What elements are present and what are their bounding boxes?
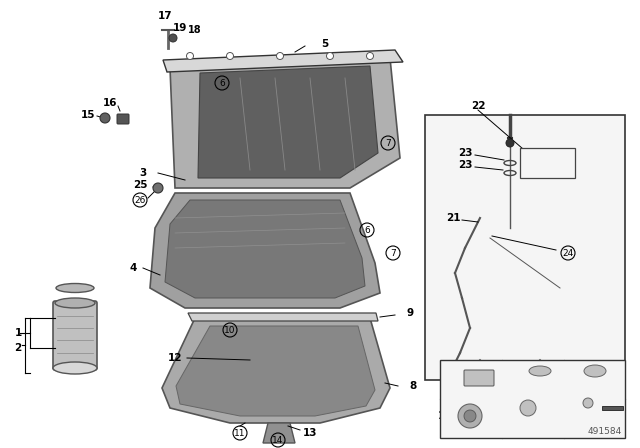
Text: 20: 20 bbox=[498, 385, 512, 395]
Text: 12: 12 bbox=[168, 353, 182, 363]
Polygon shape bbox=[263, 423, 295, 443]
Circle shape bbox=[520, 400, 536, 416]
Polygon shape bbox=[176, 326, 375, 416]
Circle shape bbox=[326, 52, 333, 60]
Bar bbox=[520, 148, 575, 178]
Polygon shape bbox=[188, 313, 378, 321]
Text: 3: 3 bbox=[140, 168, 147, 178]
Polygon shape bbox=[602, 406, 623, 410]
Circle shape bbox=[276, 52, 284, 60]
Text: 491584: 491584 bbox=[588, 427, 622, 436]
FancyBboxPatch shape bbox=[117, 114, 129, 124]
Circle shape bbox=[227, 52, 234, 60]
FancyBboxPatch shape bbox=[53, 301, 97, 370]
Text: 6: 6 bbox=[364, 225, 370, 234]
Text: 20: 20 bbox=[517, 385, 532, 395]
Text: 9: 9 bbox=[406, 308, 413, 318]
Bar bbox=[425, 115, 625, 380]
FancyBboxPatch shape bbox=[464, 370, 494, 386]
Text: 26: 26 bbox=[134, 195, 146, 204]
Text: 5: 5 bbox=[321, 39, 328, 49]
Ellipse shape bbox=[529, 366, 551, 376]
Text: 24: 24 bbox=[505, 371, 519, 381]
Text: 10: 10 bbox=[500, 415, 515, 425]
Text: 23: 23 bbox=[458, 148, 472, 158]
Text: 1: 1 bbox=[14, 328, 22, 338]
Text: 2: 2 bbox=[14, 343, 22, 353]
Text: 7: 7 bbox=[390, 249, 396, 258]
Text: 24: 24 bbox=[563, 249, 573, 258]
Text: 18: 18 bbox=[188, 25, 202, 35]
Text: 14: 14 bbox=[566, 371, 581, 381]
Text: 17: 17 bbox=[157, 11, 172, 21]
Text: 21: 21 bbox=[445, 213, 460, 223]
Circle shape bbox=[367, 52, 374, 60]
Polygon shape bbox=[163, 50, 403, 72]
Text: 19: 19 bbox=[173, 23, 187, 33]
Circle shape bbox=[458, 404, 482, 428]
Text: 7: 7 bbox=[504, 403, 512, 413]
Polygon shape bbox=[150, 193, 380, 308]
Circle shape bbox=[100, 113, 110, 123]
Circle shape bbox=[583, 398, 593, 408]
Text: 13: 13 bbox=[303, 428, 317, 438]
Text: 23: 23 bbox=[458, 160, 472, 170]
Ellipse shape bbox=[53, 362, 97, 374]
Ellipse shape bbox=[56, 284, 94, 293]
Polygon shape bbox=[198, 66, 378, 178]
Text: 16: 16 bbox=[103, 98, 117, 108]
Text: 11: 11 bbox=[438, 411, 452, 421]
Bar bbox=[440, 360, 625, 438]
Circle shape bbox=[169, 34, 177, 42]
Text: 14: 14 bbox=[272, 435, 284, 444]
Circle shape bbox=[153, 183, 163, 193]
Polygon shape bbox=[165, 200, 365, 298]
Polygon shape bbox=[170, 58, 400, 188]
Text: 6: 6 bbox=[564, 405, 572, 415]
Text: 25: 25 bbox=[132, 180, 147, 190]
Ellipse shape bbox=[584, 365, 606, 377]
Circle shape bbox=[186, 52, 193, 60]
Text: 7: 7 bbox=[385, 138, 391, 147]
Text: 22: 22 bbox=[471, 101, 485, 111]
Text: 6: 6 bbox=[219, 78, 225, 87]
Text: 8: 8 bbox=[410, 381, 417, 391]
Text: 26: 26 bbox=[443, 371, 457, 381]
Text: 10: 10 bbox=[224, 326, 236, 335]
Circle shape bbox=[506, 139, 514, 147]
Ellipse shape bbox=[55, 298, 95, 308]
Polygon shape bbox=[162, 318, 390, 423]
Text: 11: 11 bbox=[234, 428, 246, 438]
Text: 4: 4 bbox=[129, 263, 137, 273]
Text: 15: 15 bbox=[81, 110, 95, 120]
Circle shape bbox=[464, 410, 476, 422]
